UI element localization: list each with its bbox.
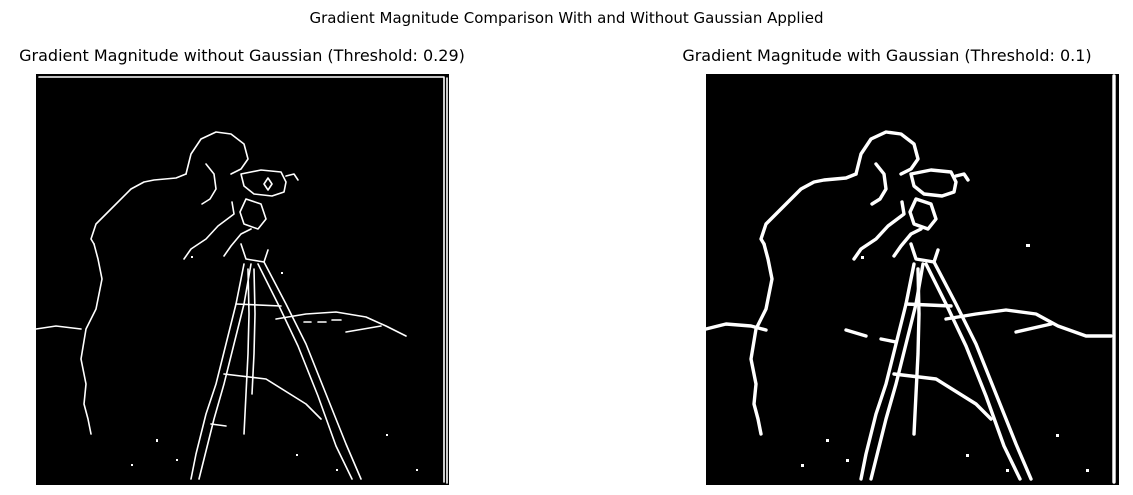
figure-title: Gradient Magnitude Comparison With and W… (309, 9, 824, 27)
panel-title-without-gaussian: Gradient Magnitude without Gaussian (Thr… (19, 46, 465, 65)
edge-map-image-without-gaussian (36, 74, 449, 485)
edge-map-without-gaussian (36, 74, 449, 485)
panel-with-gaussian: Gradient Magnitude with Gaussian (Thresh… (652, 45, 1122, 485)
panel-without-gaussian: Gradient Magnitude without Gaussian (Thr… (7, 45, 477, 485)
edge-map-with-gaussian (706, 74, 1119, 485)
edge-map-image-with-gaussian (706, 74, 1119, 485)
panel-title-with-gaussian: Gradient Magnitude with Gaussian (Thresh… (682, 46, 1092, 65)
